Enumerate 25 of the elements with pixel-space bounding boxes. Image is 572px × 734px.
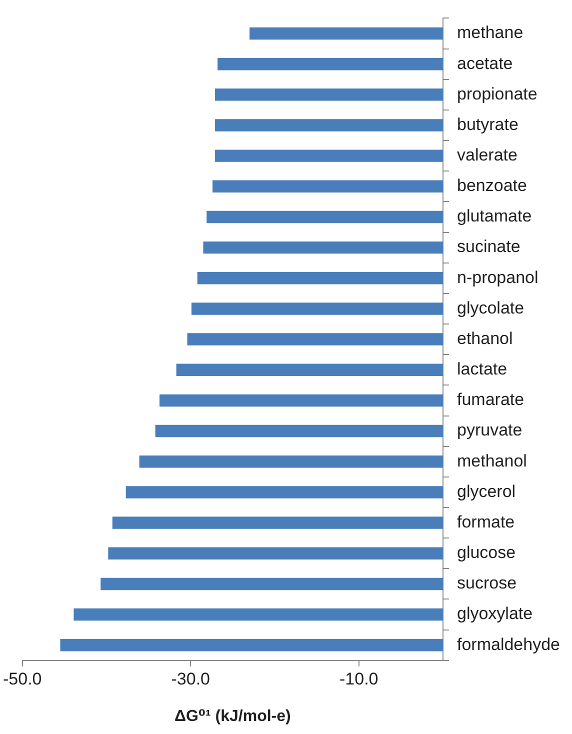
y-tick-label: n-propanol bbox=[456, 268, 538, 287]
y-tick-label: formate bbox=[456, 512, 515, 532]
y-tick-label: methanol bbox=[456, 451, 527, 470]
y-tick-label: propionate bbox=[456, 84, 538, 104]
y-tick-label: fumarate bbox=[456, 390, 524, 410]
y-tick-label: sucinate bbox=[456, 237, 520, 256]
y-tick-label: formaldehyde bbox=[456, 634, 560, 654]
y-tick-label: glucose bbox=[456, 543, 516, 562]
y-tick-label: methane bbox=[456, 23, 524, 42]
y-tick-label: benzoate bbox=[456, 176, 527, 196]
y-tick-label: acetate bbox=[456, 54, 513, 73]
y-tick-label: pyruvate bbox=[456, 420, 522, 440]
y-tick-label: valerate bbox=[456, 146, 518, 164]
x-tick-label: -10.0 bbox=[339, 669, 378, 688]
x-tick-label: -30.0 bbox=[171, 669, 210, 688]
y-tick-label: glutamate bbox=[456, 206, 532, 226]
y-tick-label: sucrose bbox=[456, 574, 517, 593]
y-tick-label: glycolate bbox=[456, 298, 524, 318]
x-tick-label: -50.0 bbox=[3, 669, 42, 688]
y-tick-label: ethanol bbox=[456, 328, 513, 348]
x-axis-title: ΔG⁰¹ (kJ/mol-e) bbox=[174, 708, 291, 725]
y-tick-label: butyrate bbox=[456, 114, 518, 134]
y-tick-label: glyoxylate bbox=[456, 604, 533, 624]
y-tick-label: lactate bbox=[456, 360, 508, 379]
y-tick-label: glycerol bbox=[456, 482, 516, 501]
